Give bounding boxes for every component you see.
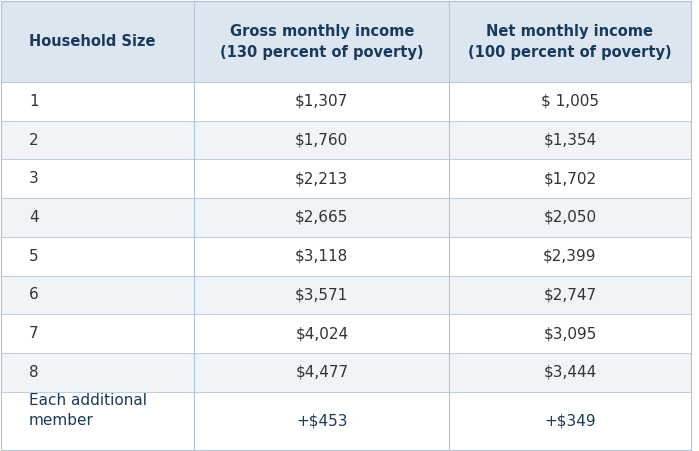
Text: $4,024: $4,024 — [295, 326, 348, 341]
Text: $3,444: $3,444 — [543, 365, 597, 380]
Text: Each additional
member: Each additional member — [29, 393, 147, 428]
Bar — [1, 198, 691, 237]
Text: 2: 2 — [29, 133, 38, 147]
Bar — [1, 353, 691, 391]
Text: 4: 4 — [29, 210, 38, 225]
Bar — [1, 237, 691, 276]
Bar — [1, 314, 691, 353]
Text: $ 1,005: $ 1,005 — [541, 94, 599, 109]
Text: Gross monthly income
(130 percent of poverty): Gross monthly income (130 percent of pov… — [220, 24, 424, 60]
Text: $2,213: $2,213 — [295, 171, 349, 186]
Text: Net monthly income
(100 percent of poverty): Net monthly income (100 percent of pover… — [468, 24, 672, 60]
Bar — [1, 1, 691, 82]
Bar — [1, 121, 691, 160]
Text: 5: 5 — [29, 249, 38, 264]
Text: +$349: +$349 — [545, 413, 596, 428]
Text: $1,307: $1,307 — [295, 94, 349, 109]
Text: 8: 8 — [29, 365, 38, 380]
Text: $1,702: $1,702 — [543, 171, 596, 186]
Text: $2,747: $2,747 — [543, 287, 596, 302]
Text: $2,050: $2,050 — [543, 210, 596, 225]
Bar — [1, 160, 691, 198]
Text: 6: 6 — [29, 287, 38, 302]
Text: $2,665: $2,665 — [295, 210, 349, 225]
Text: $3,571: $3,571 — [295, 287, 349, 302]
Text: Household Size: Household Size — [29, 34, 155, 49]
Bar — [1, 391, 691, 450]
Text: $1,760: $1,760 — [295, 133, 349, 147]
Text: 7: 7 — [29, 326, 38, 341]
Text: $2,399: $2,399 — [543, 249, 597, 264]
Text: 3: 3 — [29, 171, 38, 186]
Text: $3,118: $3,118 — [295, 249, 349, 264]
Text: $4,477: $4,477 — [295, 365, 348, 380]
Text: 1: 1 — [29, 94, 38, 109]
Bar — [1, 276, 691, 314]
Bar — [1, 82, 691, 121]
Text: $1,354: $1,354 — [543, 133, 597, 147]
Text: $3,095: $3,095 — [543, 326, 597, 341]
Text: +$453: +$453 — [296, 413, 347, 428]
